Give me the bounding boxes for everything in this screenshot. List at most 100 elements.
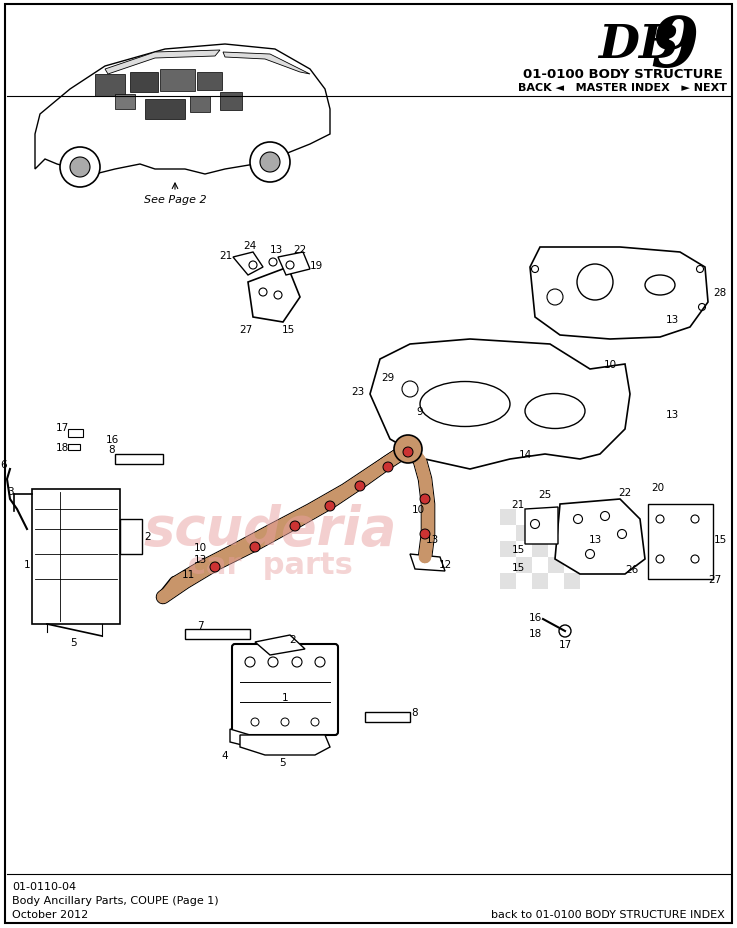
Polygon shape	[370, 340, 630, 470]
Text: Body Ancillary Parts, COUPE (Page 1): Body Ancillary Parts, COUPE (Page 1)	[12, 895, 219, 905]
Circle shape	[355, 482, 365, 492]
Text: 8: 8	[412, 707, 419, 717]
Circle shape	[259, 289, 267, 297]
Bar	[548, 541, 564, 558]
Bar	[220, 93, 242, 110]
Bar	[516, 509, 532, 525]
Text: 1: 1	[24, 560, 30, 570]
Bar	[145, 100, 185, 120]
Circle shape	[315, 657, 325, 667]
Text: 28: 28	[713, 288, 727, 298]
Bar	[197, 73, 222, 91]
Text: 2: 2	[144, 532, 151, 541]
Bar	[564, 558, 580, 574]
Text: 7: 7	[197, 620, 203, 630]
Text: 26: 26	[626, 564, 639, 574]
Polygon shape	[120, 520, 142, 554]
Polygon shape	[278, 252, 310, 276]
Bar	[548, 509, 564, 525]
Polygon shape	[230, 729, 250, 747]
Circle shape	[290, 522, 300, 532]
Circle shape	[268, 657, 278, 667]
Text: 17: 17	[559, 639, 572, 650]
Text: 21: 21	[511, 499, 525, 509]
Circle shape	[249, 262, 257, 270]
Polygon shape	[530, 248, 708, 340]
Polygon shape	[240, 735, 330, 755]
Text: 01-0100 BODY STRUCTURE: 01-0100 BODY STRUCTURE	[523, 68, 723, 81]
Bar	[648, 505, 713, 579]
Text: 17: 17	[55, 422, 69, 432]
Circle shape	[420, 495, 430, 505]
Text: 9: 9	[650, 14, 699, 82]
Bar	[500, 509, 516, 525]
Circle shape	[260, 153, 280, 173]
Text: October 2012: October 2012	[12, 909, 88, 919]
Text: 16: 16	[105, 434, 119, 445]
Circle shape	[691, 515, 699, 523]
Text: 13: 13	[425, 535, 439, 545]
Polygon shape	[190, 560, 215, 577]
Bar	[500, 558, 516, 574]
Text: 13: 13	[588, 535, 601, 545]
Bar	[516, 541, 532, 558]
Text: 20: 20	[652, 483, 665, 493]
Bar	[532, 541, 548, 558]
Bar	[68, 430, 83, 437]
Bar	[532, 509, 548, 525]
Circle shape	[286, 262, 294, 270]
Bar	[548, 558, 564, 574]
Text: 25: 25	[538, 489, 551, 499]
Polygon shape	[233, 252, 263, 276]
Text: 27: 27	[708, 574, 722, 585]
Circle shape	[585, 550, 595, 559]
Circle shape	[292, 657, 302, 667]
Bar	[68, 445, 80, 450]
Bar	[115, 95, 135, 110]
Bar	[516, 558, 532, 574]
Polygon shape	[255, 636, 305, 655]
Bar	[130, 73, 158, 93]
Text: 15: 15	[511, 545, 525, 554]
Text: 1: 1	[282, 692, 288, 702]
Bar	[548, 525, 564, 541]
Text: 27: 27	[240, 325, 253, 335]
Bar	[532, 574, 548, 589]
Circle shape	[210, 562, 220, 573]
Bar	[516, 525, 532, 541]
Text: BACK ◄   MASTER INDEX   ► NEXT: BACK ◄ MASTER INDEX ► NEXT	[519, 83, 727, 93]
Bar	[500, 525, 516, 541]
Circle shape	[281, 718, 289, 727]
Text: 13: 13	[270, 245, 282, 254]
Circle shape	[394, 435, 422, 463]
Circle shape	[403, 447, 413, 458]
Text: 18: 18	[55, 443, 69, 453]
Circle shape	[245, 657, 255, 667]
Text: 12: 12	[439, 560, 452, 570]
Bar	[500, 541, 516, 558]
Polygon shape	[410, 554, 445, 572]
FancyBboxPatch shape	[232, 644, 338, 735]
Circle shape	[250, 143, 290, 183]
Text: 5: 5	[71, 638, 77, 648]
Text: 10: 10	[604, 360, 617, 369]
Circle shape	[251, 718, 259, 727]
Circle shape	[383, 462, 393, 472]
Bar	[115, 455, 163, 465]
Circle shape	[618, 530, 626, 539]
Text: 22: 22	[618, 487, 632, 497]
Text: 3: 3	[7, 486, 13, 496]
Text: 24: 24	[243, 240, 256, 251]
Text: 2: 2	[290, 635, 296, 644]
Circle shape	[311, 718, 319, 727]
Bar	[95, 75, 125, 97]
Circle shape	[656, 515, 664, 523]
Text: 23: 23	[352, 387, 365, 396]
Circle shape	[420, 530, 430, 539]
Polygon shape	[525, 508, 558, 545]
Text: 4: 4	[222, 750, 228, 760]
Bar	[564, 509, 580, 525]
Text: car  parts: car parts	[187, 550, 352, 579]
Circle shape	[691, 555, 699, 563]
Bar	[190, 97, 210, 113]
